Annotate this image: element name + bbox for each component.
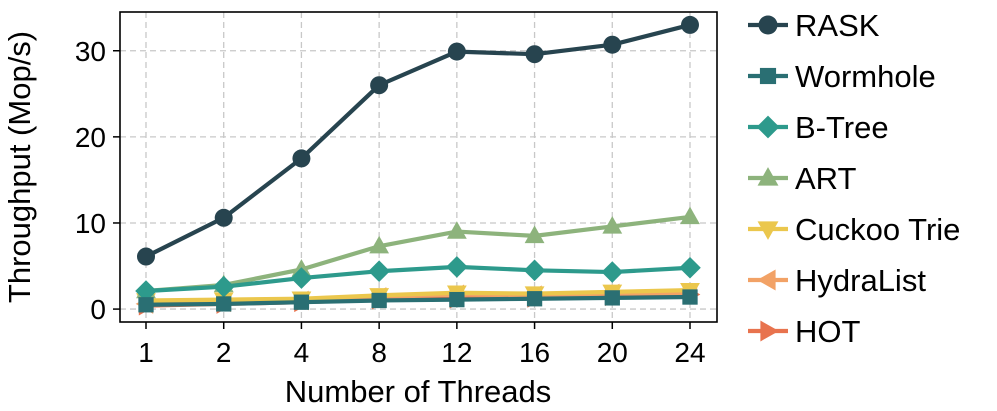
data-point-rask	[681, 15, 699, 34]
data-point-art	[602, 216, 623, 234]
legend-item-cuckoo-trie: Cuckoo Trie	[748, 212, 960, 247]
data-point-wormhole	[371, 292, 387, 309]
series-b-tree	[135, 256, 701, 302]
data-point-art	[369, 235, 390, 254]
legend-marker	[759, 67, 777, 85]
legend-marker	[758, 15, 778, 35]
legend-item-hydralist: HydraList	[748, 263, 926, 298]
legend: RASK Wormhole B-Tree ART Cuckoo Trie HydraLis…	[748, 8, 960, 349]
data-point-wormhole	[449, 291, 465, 308]
legend-marker	[757, 167, 779, 186]
x-axis-label: Number of Threads	[285, 374, 552, 409]
legend-label: HOT	[795, 314, 861, 349]
data-point-b-tree	[679, 256, 701, 279]
data-point-b-tree	[601, 261, 624, 283]
x-tick-label: 20	[597, 337, 628, 368]
data-point-b-tree	[523, 259, 546, 282]
legend-label: Cuckoo Trie	[795, 212, 960, 247]
legend-label: Wormhole	[795, 59, 936, 94]
x-axis-ticks: 1 2 4 8 12 16 20 24	[138, 322, 706, 368]
data-point-b-tree	[212, 275, 235, 298]
x-tick-label: 16	[519, 337, 550, 368]
data-point-b-tree	[290, 267, 313, 289]
y-tick-label: 30	[75, 36, 106, 67]
data-point-b-tree	[135, 280, 157, 302]
series-line-wormhole	[145, 294, 691, 307]
x-tick-label: 4	[294, 337, 310, 368]
legend-label: RASK	[795, 8, 880, 43]
x-tick-label: 8	[371, 337, 387, 368]
data-point-rask	[447, 42, 466, 61]
series-wormhole	[138, 289, 698, 313]
y-tick-label: 20	[75, 122, 106, 153]
legend-label: HydraList	[795, 263, 926, 298]
data-point-rask	[137, 247, 155, 266]
series-line-art	[145, 214, 691, 294]
legend-marker	[760, 320, 779, 342]
x-tick-label: 2	[216, 337, 232, 368]
legend-item-rask: RASK	[748, 8, 880, 43]
data-point-wormhole	[293, 294, 310, 310]
data-point-b-tree	[446, 256, 468, 278]
legend-item-art: ART	[748, 161, 857, 196]
legend-label: ART	[795, 161, 857, 196]
legend-label: B-Tree	[795, 110, 889, 145]
series-line-cuckoo-trie	[145, 288, 691, 303]
y-tick-label: 0	[90, 294, 106, 325]
data-point-art	[680, 206, 700, 225]
data-point-wormhole	[682, 289, 698, 305]
data-point-wormhole	[216, 296, 232, 312]
legend-item-hot: HOT	[748, 314, 861, 349]
data-point-wormhole	[138, 297, 154, 313]
data-point-wormhole	[526, 291, 543, 307]
data-point-rask	[370, 76, 389, 95]
series-rask	[137, 15, 699, 266]
y-tick-label: 10	[75, 208, 106, 239]
data-point-rask	[603, 35, 622, 54]
grid-lines	[120, 12, 717, 322]
plot-area-frame	[119, 11, 718, 323]
data-point-rask	[292, 149, 311, 168]
legend-marker	[757, 221, 779, 240]
y-axis-ticks: 0 10 20 30	[75, 36, 120, 325]
x-tick-label: 24	[674, 337, 705, 368]
x-tick-label: 12	[441, 337, 472, 368]
legend-item-wormhole: Wormhole	[748, 59, 936, 94]
series-line-b-tree	[145, 264, 691, 294]
data-point-art	[524, 225, 545, 244]
series-layer	[135, 15, 701, 316]
legend-item-b-tree: B-Tree	[748, 110, 889, 145]
x-tick-label: 1	[138, 337, 154, 368]
legend-marker	[757, 269, 776, 291]
series-line-rask	[145, 22, 691, 259]
data-point-rask	[214, 208, 233, 227]
y-axis-label: Throughput (Mop/s)	[2, 31, 37, 303]
legend-marker	[756, 115, 780, 139]
data-point-rask	[525, 45, 544, 64]
data-point-art	[446, 221, 467, 239]
data-point-wormhole	[604, 290, 620, 306]
data-point-b-tree	[368, 260, 390, 282]
